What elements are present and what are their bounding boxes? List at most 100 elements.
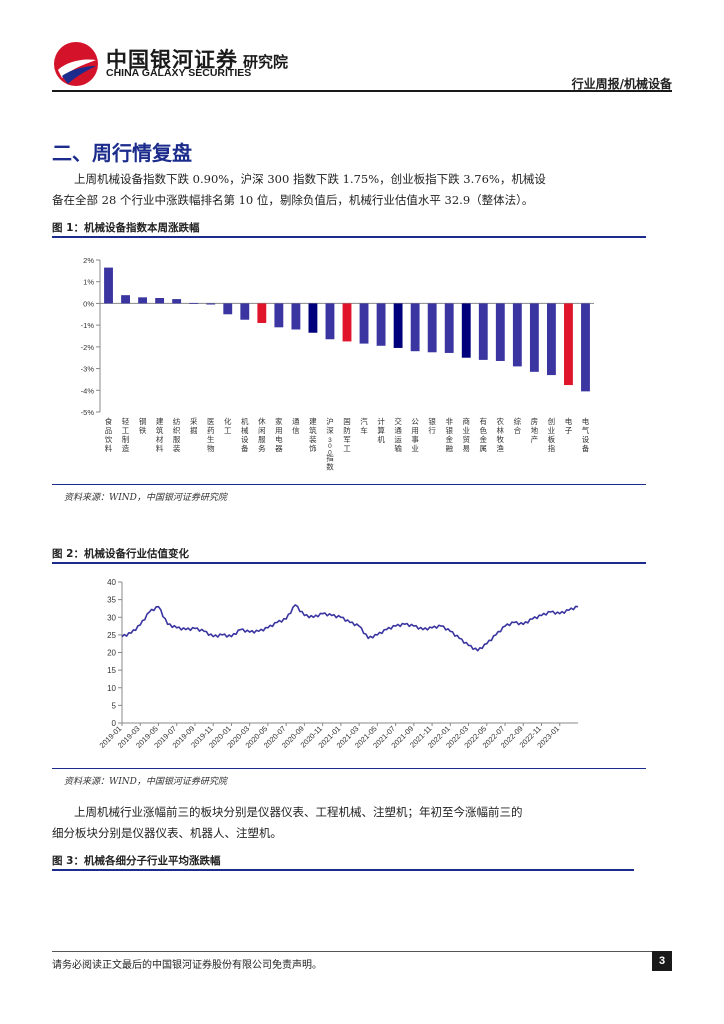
bar — [308, 303, 318, 333]
bar — [206, 303, 216, 305]
footer-divider — [52, 951, 672, 952]
y-tick-label: 10 — [107, 684, 116, 693]
category-label: 林 — [497, 425, 505, 435]
figure-2-bottom-rule — [52, 768, 646, 769]
bar — [155, 298, 165, 304]
bar — [121, 295, 130, 304]
category-label: 公 — [411, 417, 419, 426]
category-label: 制 — [122, 434, 130, 444]
institute-name: 研究院 — [243, 53, 289, 71]
category-label: 筑 — [309, 425, 317, 435]
bar — [444, 303, 454, 353]
bar — [546, 303, 556, 376]
category-label: 汽 — [360, 416, 368, 426]
category-label: 料 — [105, 443, 113, 453]
y-tick-label: -5% — [81, 408, 95, 417]
category-label: 器 — [275, 444, 283, 453]
category-label: 造 — [122, 443, 130, 453]
valuation-series-line — [121, 604, 579, 652]
category-label: 家 — [275, 416, 283, 426]
category-label: 银 — [428, 417, 436, 426]
bar — [427, 303, 437, 353]
category-label: 械 — [241, 425, 249, 435]
category-label: 运 — [394, 435, 402, 444]
category-label: 国 — [343, 417, 351, 426]
category-label: 备 — [582, 443, 590, 453]
category-label: 钢 — [139, 416, 147, 426]
bar — [478, 303, 488, 360]
category-label: 服 — [258, 435, 266, 444]
y-tick-label: 15 — [107, 666, 116, 675]
y-tick-label: 40 — [107, 578, 116, 587]
category-label: 饰 — [309, 443, 317, 453]
category-label: 信 — [292, 425, 300, 435]
category-label: 用 — [411, 426, 419, 435]
category-label: 属 — [480, 444, 488, 453]
category-label: 铁 — [139, 425, 147, 435]
bar — [512, 303, 522, 367]
bar — [291, 303, 301, 330]
bar — [529, 303, 539, 372]
bar — [495, 303, 505, 361]
category-label: 工 — [224, 426, 232, 435]
paragraph-2-line-1: 上周机械行业涨幅前三的板块分别是仪器仪表、工程机械、注塑机；年初至今涨幅前三的 — [74, 805, 523, 819]
category-label: 织 — [173, 425, 181, 435]
category-label: 通 — [292, 416, 300, 426]
bar — [461, 303, 471, 358]
category-label: 行 — [428, 425, 436, 435]
category-label: 房 — [531, 416, 539, 426]
category-label: 料 — [156, 443, 164, 453]
category-label: 机 — [241, 416, 249, 426]
bar — [104, 267, 113, 304]
paragraph-2-line-2: 细分板块分别是仪器仪表、机器人、注塑机。 — [52, 826, 282, 840]
y-tick-label: -4% — [81, 386, 95, 395]
figure-1-source: 资料来源：WIND，中国银河证券研究院 — [64, 493, 227, 503]
category-label: 采 — [190, 416, 198, 426]
category-label: 品 — [105, 426, 113, 435]
figure-2-source: 资料来源：WIND，中国银河证券研究院 — [64, 777, 227, 787]
bar — [342, 303, 352, 342]
bar-chart-weekly-change: 2%1%0%-1%-2%-3%-4%-5%食品饮料轻工制造钢铁建筑材料纺织服装采… — [81, 256, 594, 472]
category-label: 渔 — [497, 443, 505, 453]
category-label: 电 — [275, 434, 283, 444]
category-label: 建 — [156, 416, 164, 426]
category-label: 农 — [497, 416, 505, 426]
category-label: 设 — [241, 434, 249, 444]
figure-3-title: 图 3：机械各细分子行业平均涨跌幅 — [52, 855, 221, 867]
category-label: 非 — [445, 416, 453, 426]
category-label: 生 — [207, 434, 215, 444]
y-tick-label: 5 — [112, 701, 117, 710]
bar — [240, 303, 250, 320]
category-label: 沪 — [326, 416, 334, 426]
bar — [172, 299, 182, 304]
category-label: 交 — [394, 416, 402, 426]
figure-1-title: 图 1：机械设备指数本周涨跌幅 — [52, 222, 200, 234]
category-label: 业 — [411, 443, 419, 453]
y-tick-label: 0 — [112, 719, 117, 728]
category-label: 药 — [207, 425, 215, 435]
bar — [325, 303, 335, 340]
category-label: 设 — [582, 434, 590, 444]
y-tick-label: 30 — [107, 613, 116, 622]
category-label: 装 — [173, 443, 181, 453]
bar — [189, 302, 199, 304]
category-label: 易 — [462, 444, 470, 453]
paragraph-1-line-2: 备在全部 28 个行业中涨跌幅排名第 10 位，剔除负值后，机械行业估值水平 3… — [52, 193, 534, 207]
category-label: 商 — [462, 416, 470, 426]
y-tick-label: -3% — [81, 365, 95, 374]
company-name-cn: 中国银河证券 — [106, 48, 238, 72]
figure-1-bottom-rule — [52, 484, 646, 485]
y-tick-label: 2% — [83, 256, 94, 265]
category-label: 3 — [328, 437, 332, 444]
category-label: 贸 — [462, 434, 470, 444]
bar — [223, 303, 233, 315]
category-label: 筑 — [156, 425, 164, 435]
category-label: 金 — [445, 434, 453, 444]
category-label: 工 — [343, 444, 351, 453]
category-label: 电 — [565, 416, 573, 426]
category-label: 指 — [548, 443, 556, 453]
category-label: 综 — [514, 416, 522, 426]
category-label: 军 — [343, 435, 351, 444]
figure-2-title: 图 2：机械设备行业估值变化 — [52, 548, 189, 560]
category-label: 金 — [480, 434, 488, 444]
